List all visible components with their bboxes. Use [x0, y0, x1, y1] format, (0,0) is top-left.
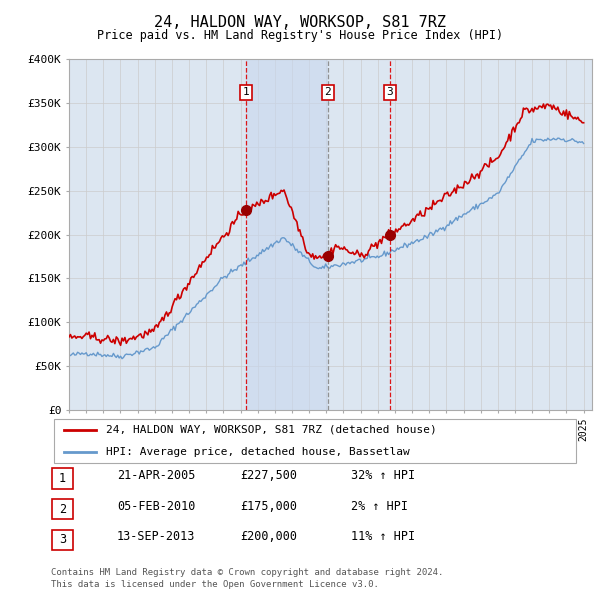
Text: 21-APR-2005: 21-APR-2005: [117, 469, 196, 482]
Text: £175,000: £175,000: [240, 500, 297, 513]
Text: HPI: Average price, detached house, Bassetlaw: HPI: Average price, detached house, Bass…: [106, 447, 410, 457]
Text: 24, HALDON WAY, WORKSOP, S81 7RZ: 24, HALDON WAY, WORKSOP, S81 7RZ: [154, 15, 446, 30]
Bar: [245, 59, 328, 410]
Text: 2: 2: [59, 503, 66, 516]
Text: 05-FEB-2010: 05-FEB-2010: [117, 500, 196, 513]
Text: 2: 2: [325, 87, 331, 97]
Text: Price paid vs. HM Land Registry's House Price Index (HPI): Price paid vs. HM Land Registry's House …: [97, 30, 503, 42]
Text: 3: 3: [59, 533, 66, 546]
Text: 3: 3: [386, 87, 394, 97]
Text: £227,500: £227,500: [240, 469, 297, 482]
Text: 32% ↑ HPI: 32% ↑ HPI: [351, 469, 415, 482]
Text: 24, HALDON WAY, WORKSOP, S81 7RZ (detached house): 24, HALDON WAY, WORKSOP, S81 7RZ (detach…: [106, 425, 437, 435]
Text: 2% ↑ HPI: 2% ↑ HPI: [351, 500, 408, 513]
Text: £200,000: £200,000: [240, 530, 297, 543]
Text: 11% ↑ HPI: 11% ↑ HPI: [351, 530, 415, 543]
Text: 1: 1: [242, 87, 249, 97]
Text: 13-SEP-2013: 13-SEP-2013: [117, 530, 196, 543]
Text: 1: 1: [59, 472, 66, 485]
Text: Contains HM Land Registry data © Crown copyright and database right 2024.: Contains HM Land Registry data © Crown c…: [51, 568, 443, 577]
Text: This data is licensed under the Open Government Licence v3.0.: This data is licensed under the Open Gov…: [51, 579, 379, 589]
